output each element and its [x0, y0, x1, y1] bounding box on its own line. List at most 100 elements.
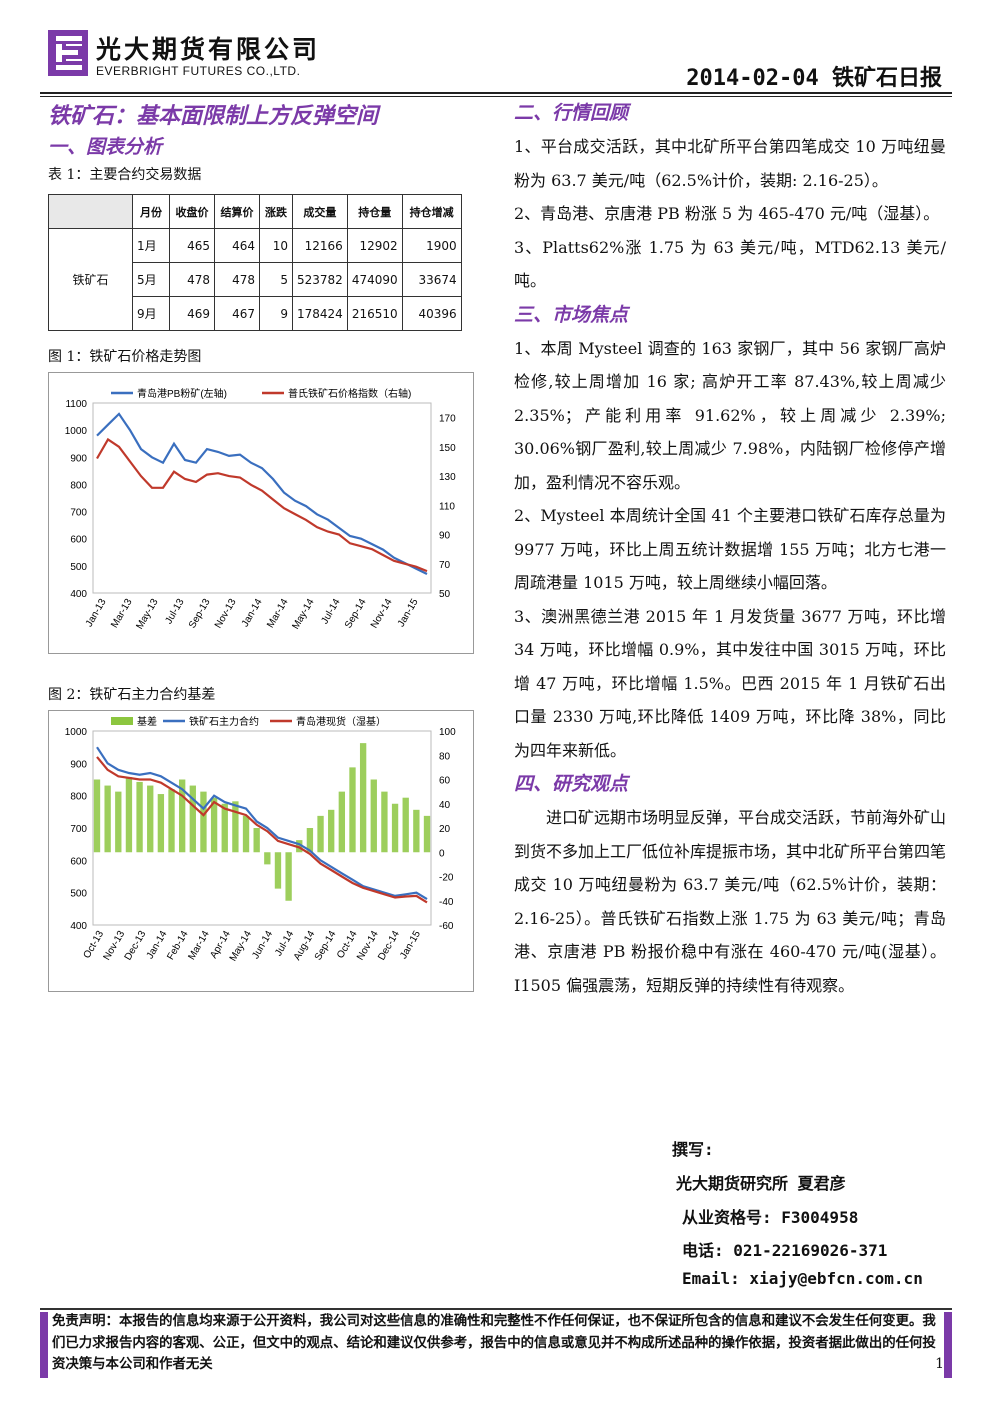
table-cell: 5月	[132, 262, 170, 297]
page-number: 1	[935, 1356, 944, 1372]
basis-bar	[370, 779, 377, 853]
basis-bar	[178, 779, 186, 853]
legend-label: 铁矿石主力合约	[189, 715, 259, 728]
basis-bar	[232, 801, 239, 853]
x-tick-label: Jan-15	[398, 929, 423, 961]
trading-data-table: 月份 收盘价 结算价 涨跌 成交量 持仓量 持仓增减 铁矿石 1月 465 46…	[48, 194, 462, 331]
y-left-tick-label: 600	[70, 535, 87, 546]
y-right-tick-label: 90	[439, 531, 451, 542]
basis-bar	[264, 852, 271, 865]
basis-bar	[402, 797, 409, 853]
basis-bar	[93, 779, 101, 853]
company-name-cn: 光大期货有限公司	[96, 35, 321, 64]
x-tick-label: Jan-15	[396, 597, 421, 629]
basis-bar	[157, 794, 165, 853]
table-cell: 464	[214, 228, 260, 263]
main-title: 铁矿石：基本面限制上方反弹空间	[48, 104, 379, 129]
paragraph: 1、平台成交活跃，其中北矿所平台第四笔成交 10 万吨纽曼粉为 63.7 美元/…	[514, 137, 946, 190]
y-right-tick-label: 60	[439, 776, 451, 787]
disclaimer-bar-left	[40, 1312, 48, 1378]
basis-bar	[359, 743, 367, 853]
x-tick-label: Dec-14	[376, 929, 402, 963]
table-cell: 469	[169, 296, 215, 331]
report-title: 2014-02-04 铁矿石日报	[686, 66, 942, 91]
x-tick-label: Jan-14	[240, 597, 265, 629]
table-cell: 478	[169, 262, 215, 297]
y-right-tick-label: 80	[439, 751, 451, 762]
y-left-tick-label: 1000	[65, 727, 88, 738]
paragraph: 3、Platts62%涨 1.75 为 63 美元/吨，MTD62.13 美元/…	[514, 237, 946, 291]
basis-bar	[285, 852, 292, 901]
x-tick-label: Jan-13	[84, 597, 109, 629]
y-left-tick-label: 1100	[65, 399, 87, 410]
basis-bar	[328, 809, 335, 853]
y-right-tick-label: -20	[439, 873, 454, 884]
price-trend-chart: 400 500 600 700 800 900 1000 1100 50 70 90 110 130 15…	[48, 372, 474, 654]
y-right-tick-label: 50	[439, 589, 451, 600]
table-cell: 10	[259, 228, 293, 263]
license-number: 从业资格号: F3004958	[682, 1208, 859, 1227]
basis-bar	[242, 815, 250, 853]
paragraph: 进口矿远期市场明显反弹，平台成交活跃，节前海外矿山到货不多加上工厂低位补库提振市…	[514, 808, 947, 995]
table-cell: 9月	[132, 296, 170, 331]
author-name: 光大期货研究所 夏君彦	[676, 1174, 846, 1193]
basis-bar	[210, 797, 218, 853]
series-line	[96, 756, 428, 904]
x-tick-label: Jun-14	[250, 929, 275, 961]
disclaimer-box	[40, 1308, 952, 1380]
header-rule	[40, 92, 952, 94]
series-line	[96, 412, 428, 575]
basis-bar	[125, 777, 133, 853]
table-header: 收盘价	[169, 194, 215, 229]
paragraph: 2、Mysteel 本周统计全国 41 个主要港口铁矿石库存总量为 9977 万…	[514, 506, 946, 592]
author-label: 撰写:	[672, 1140, 714, 1159]
figure1-caption: 图 1：铁矿石价格走势图	[48, 349, 202, 365]
table-cell: 12166	[292, 228, 348, 263]
x-tick-label: May-14	[228, 929, 254, 964]
section-market-review: 二、行情回顾	[514, 102, 629, 124]
y-left-tick-label: 400	[70, 589, 87, 600]
y-left-tick-label: 600	[70, 856, 87, 867]
y-right-tick-label: 130	[439, 472, 456, 483]
table-cell: 9	[259, 296, 293, 331]
y-right-tick-label: 170	[439, 414, 456, 425]
table-header: 持仓增减	[401, 194, 462, 229]
x-tick-label: Mar-13	[109, 597, 135, 630]
y-left-tick-label: 800	[70, 792, 87, 803]
y-right-tick-label: 150	[439, 443, 456, 454]
table-cell: 474090	[346, 262, 403, 297]
basis-bar	[221, 803, 228, 853]
basis-chart: 400 500 600 700 800 900 1000 -60 -40 -20 0 20 40 60 80…	[48, 710, 474, 992]
y-right-tick-label: 100	[439, 727, 456, 738]
basis-bar	[306, 828, 314, 853]
basis-bar	[115, 791, 122, 853]
y-left-tick-label: 700	[70, 508, 87, 519]
y-right-tick-label: 70	[439, 560, 451, 571]
plot-area	[92, 402, 432, 594]
table-header: 持仓量	[346, 194, 403, 229]
basis-bar	[200, 791, 207, 853]
basis-bar	[296, 840, 303, 853]
basis-bar	[136, 781, 143, 853]
right-column: 二、行情回顾 1、平台成交活跃，其中北矿所平台第四笔成交 10 万吨纽曼粉为 6…	[514, 96, 946, 1002]
table-cell: 12902	[346, 228, 403, 263]
basis-bar	[274, 852, 282, 889]
paragraph: 3、澳洲黑德兰港 2015 年 1 月发货量 3677 万吨，环比增 34 万吨…	[514, 606, 946, 760]
basis-bar	[349, 767, 356, 853]
disclaimer-text: 免责声明：本报告的信息均来源于公开资料，我公司对这些信息的准确性和完整性不作任何…	[52, 1314, 936, 1372]
email: Email: xiajy@ebfcn.com.cn	[682, 1269, 923, 1288]
table-cell: 5	[259, 262, 293, 297]
y-right-tick-label: 40	[439, 800, 451, 811]
legend-label: 基差	[137, 715, 157, 728]
table-cell: 40396	[401, 296, 462, 331]
table-corner-cell	[48, 194, 133, 229]
table-header: 结算价	[214, 194, 260, 229]
basis-bar	[147, 785, 154, 853]
table-cell: 1月	[132, 228, 170, 263]
header-rule-thin	[40, 96, 952, 97]
section-chart-analysis: 一、图表分析	[48, 136, 163, 158]
company-name-en: EVERBRIGHT FUTURES CO.,LTD.	[96, 64, 301, 78]
basis-bar	[104, 785, 111, 853]
basis-bar	[317, 815, 324, 853]
table-cell: 467	[214, 296, 260, 331]
